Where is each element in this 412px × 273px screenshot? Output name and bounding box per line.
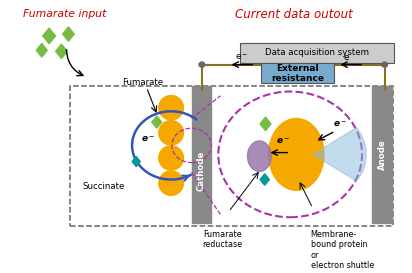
Text: Data acquisition system: Data acquisition system <box>265 48 369 57</box>
Text: Fumarate
reductase: Fumarate reductase <box>202 230 243 249</box>
Polygon shape <box>313 127 366 181</box>
Polygon shape <box>56 44 67 58</box>
Text: e$^-$: e$^-$ <box>235 53 248 62</box>
Circle shape <box>199 62 205 67</box>
Polygon shape <box>132 156 140 167</box>
Text: Cathode: Cathode <box>197 151 206 191</box>
Polygon shape <box>152 116 162 128</box>
Ellipse shape <box>159 146 183 170</box>
Ellipse shape <box>159 121 183 145</box>
Text: e$^-$: e$^-$ <box>276 137 290 146</box>
Text: Fumarate input: Fumarate input <box>23 9 107 19</box>
FancyBboxPatch shape <box>240 43 393 63</box>
Ellipse shape <box>159 171 183 195</box>
Text: e$^-$: e$^-$ <box>141 134 155 144</box>
Text: e$^-$: e$^-$ <box>333 120 347 129</box>
Bar <box>372 86 392 222</box>
Ellipse shape <box>269 118 324 190</box>
Text: Anode: Anode <box>378 139 386 170</box>
Bar <box>192 86 211 222</box>
Polygon shape <box>260 117 271 131</box>
FancyBboxPatch shape <box>261 63 334 83</box>
Text: Succinate: Succinate <box>82 182 124 191</box>
Text: External
resistance: External resistance <box>271 64 324 83</box>
Polygon shape <box>260 174 269 185</box>
Text: Membrane-
bound protein
or
electron shuttle: Membrane- bound protein or electron shut… <box>311 230 374 270</box>
Polygon shape <box>43 28 56 44</box>
Text: e: e <box>344 53 349 62</box>
Polygon shape <box>36 43 47 57</box>
Ellipse shape <box>159 96 183 120</box>
Text: Fumarate: Fumarate <box>122 78 163 87</box>
Ellipse shape <box>248 141 271 171</box>
Circle shape <box>382 62 388 67</box>
Polygon shape <box>63 27 74 41</box>
Text: Current data outout: Current data outout <box>235 8 353 21</box>
